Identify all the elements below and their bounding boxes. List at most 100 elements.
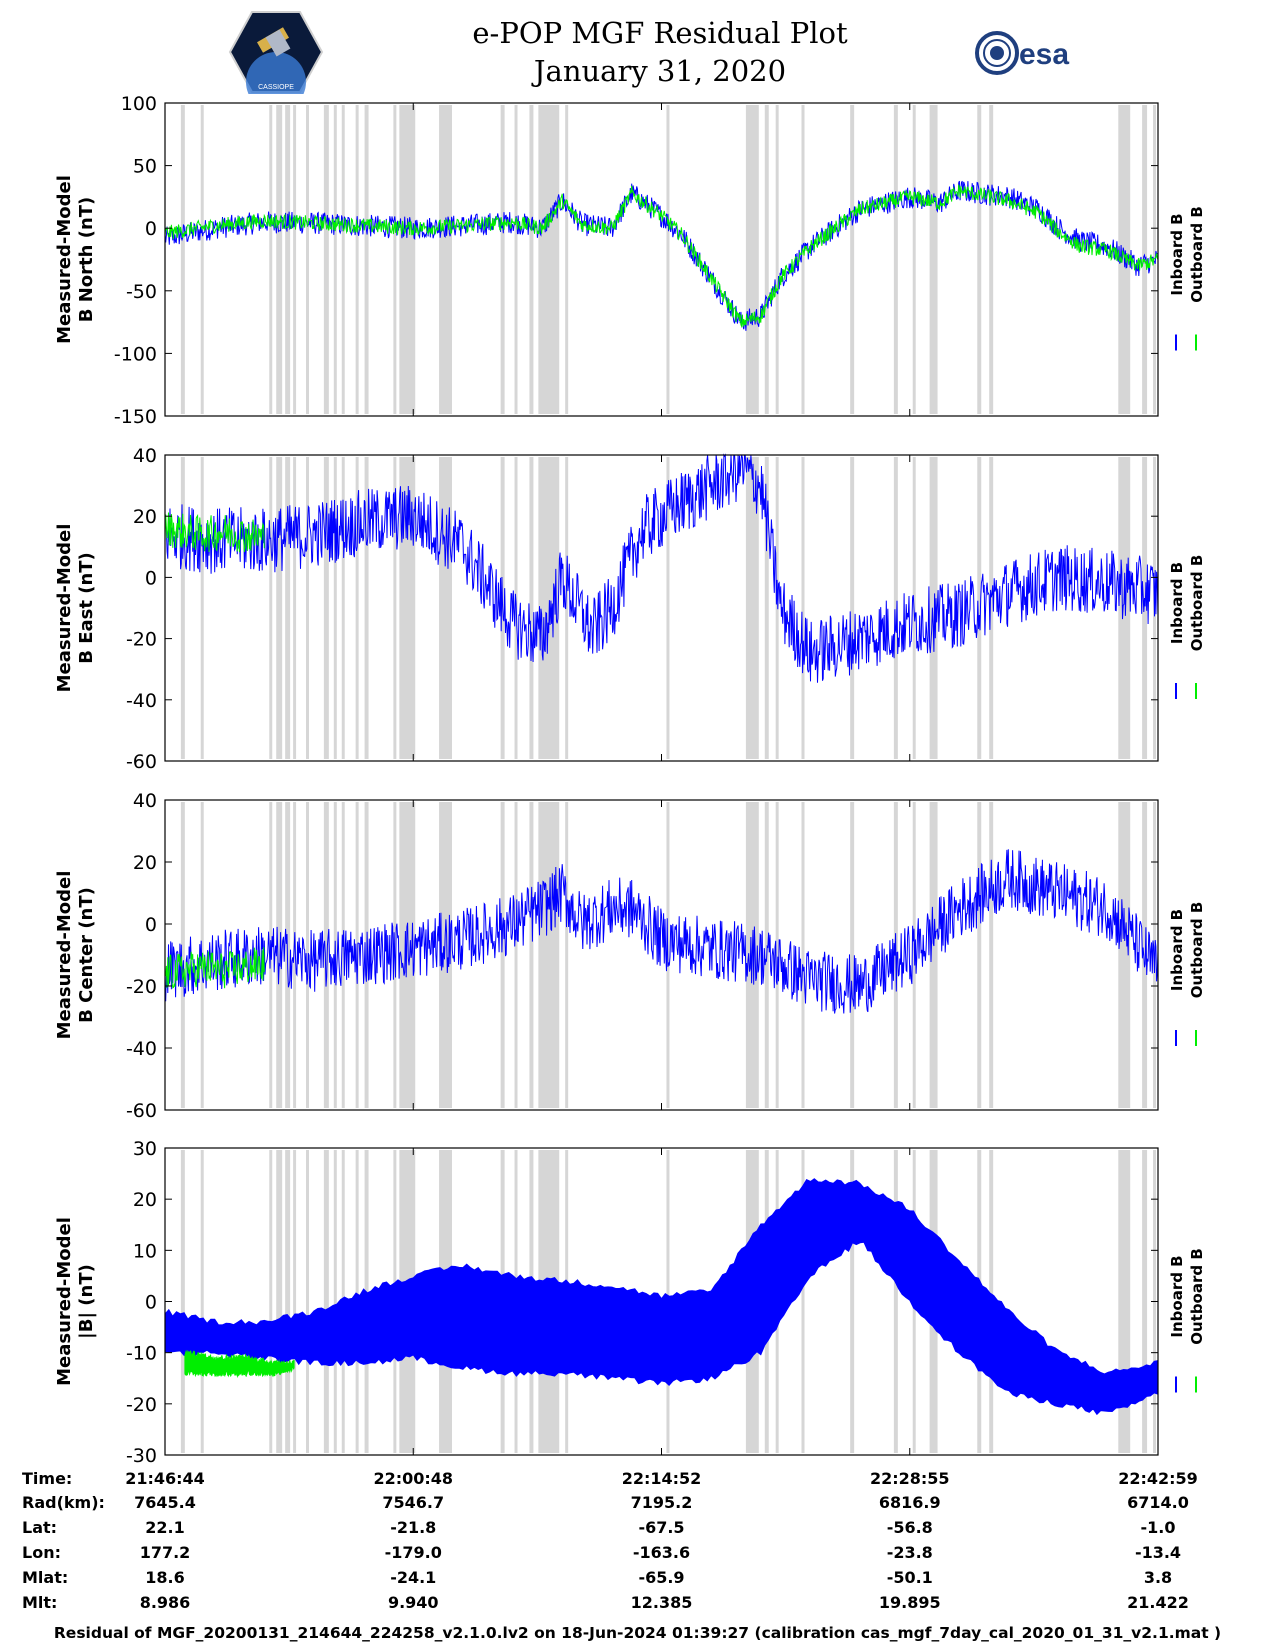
data-gap-band [1118,1150,1131,1453]
y-tick-label: -50 [126,281,157,303]
y-label-line2: B North (nT) [76,197,97,323]
data-gap-band [565,802,569,1108]
y-tick-label: 40 [133,790,157,812]
data-gap-band [276,1150,283,1453]
legend-outboard-label: Outboard B [1188,902,1206,999]
data-gap-band [850,1150,855,1453]
y-tick-label: 20 [133,852,157,874]
y-label-line2: |B| (nT) [76,1264,97,1339]
data-gap-band [306,1150,309,1453]
data-gap-band [893,457,898,759]
cassiope-logo: CASSIOPE [228,11,324,94]
data-gap-band [1142,1150,1148,1453]
y-tick-label: -10 [126,1343,157,1365]
y-tick-label: -30 [126,1445,157,1467]
data-gap-band [801,1150,805,1453]
data-gap-band [977,457,982,759]
data-gap-band [801,802,805,1108]
y-tick-label: 0 [145,567,157,589]
data-gap-band [989,802,994,1108]
data-gap-band [323,457,329,759]
y-label-line1: Measured-Model [54,524,75,693]
data-gap-band [1142,802,1148,1108]
data-gap-band [1118,457,1131,759]
data-gap-band [529,802,534,1108]
data-gap-band [977,802,982,1108]
data-gap-band [323,1150,329,1453]
data-gap-band [393,105,397,414]
data-gap-band [269,1150,273,1453]
legend-outboard-label: Outboard B [1188,206,1206,303]
data-gap-band [801,105,805,414]
data-gap-band [180,457,185,759]
legend-labels: Inboard B Outboard B [1168,555,1206,652]
plot-title: e-POP MGF Residual Plot January 31, 2020 [380,14,940,90]
data-gap-band [850,802,855,1108]
legend-labels: Inboard B Outboard B [1168,206,1206,303]
data-gap-band [269,457,273,759]
legend: Inboard B Outboard B [1168,206,1206,351]
data-gap-band [285,457,291,759]
y-tick-label: 20 [133,506,157,528]
data-gap-band [666,105,670,414]
legend: Inboard B Outboard B [1168,902,1206,1046]
data-gap-band [355,457,359,759]
date-line: January 31, 2020 [533,54,787,88]
data-gap-band [764,105,769,414]
data-gap-band [929,105,938,414]
y-tick-label: 0 [145,914,157,936]
data-gap-band [276,802,283,1108]
data-gap-band [565,105,569,414]
data-gap-band [745,457,759,759]
outboard-series [164,184,1159,329]
legend: Inboard B Outboard B [1168,1248,1206,1393]
y-tick-label: 100 [121,93,157,115]
panel-3: 40 20 0 -20 -40 -60 Measured-ModelB Center (nT… [54,790,1206,1122]
y-label-line2: B East (nT) [76,552,97,664]
data-gap-band [399,802,416,1108]
data-gap-band [355,802,359,1108]
data-gap-band [323,105,329,414]
data-gap-band [666,457,670,759]
data-gap-band [745,105,759,414]
data-gap-band [269,105,273,414]
data-gap-band [200,1150,204,1453]
y-tick-label: 0 [145,1292,157,1314]
data-gap-band [333,1150,337,1453]
outboard-series [164,512,265,553]
y-tick-label: -100 [114,343,157,365]
y-axis-label: Measured-ModelB East (nT) [54,524,97,693]
data-gap-band [276,457,283,759]
data-gap-band [929,457,938,759]
data-gap-band [989,105,994,414]
data-gap-band [341,457,345,759]
data-gap-band [912,105,916,414]
y-tick-label: 50 [133,156,157,178]
esa-logo: esa [975,31,1069,75]
y-tick-label: -60 [126,751,157,773]
data-gap-band [775,457,779,759]
y-axis-label: Measured-Model|B| (nT) [54,1217,97,1386]
data-gap-band [893,1150,898,1453]
outboard-series [184,1349,295,1379]
y-label-line1: Measured-Model [54,175,75,344]
data-gap-band [529,457,534,759]
data-gap-band [850,457,855,759]
data-gap-band [180,1150,185,1453]
legend-inboard-label: Inboard B [1168,1255,1186,1337]
data-gap-band [285,105,291,414]
data-gap-band [529,105,534,414]
data-gap-band [393,457,397,759]
data-gap-band [341,105,345,414]
data-gap-band [500,802,505,1108]
data-gap-band [293,457,297,759]
data-gap-band [306,457,309,759]
data-gap-band [1142,457,1148,759]
outboard-series [164,947,265,989]
y-axis-label: Measured-ModelB North (nT) [54,175,97,344]
inboard-series [164,180,1159,331]
data-gap-band [929,802,938,1108]
data-gap-band [801,457,805,759]
data-gap-band [538,105,560,414]
